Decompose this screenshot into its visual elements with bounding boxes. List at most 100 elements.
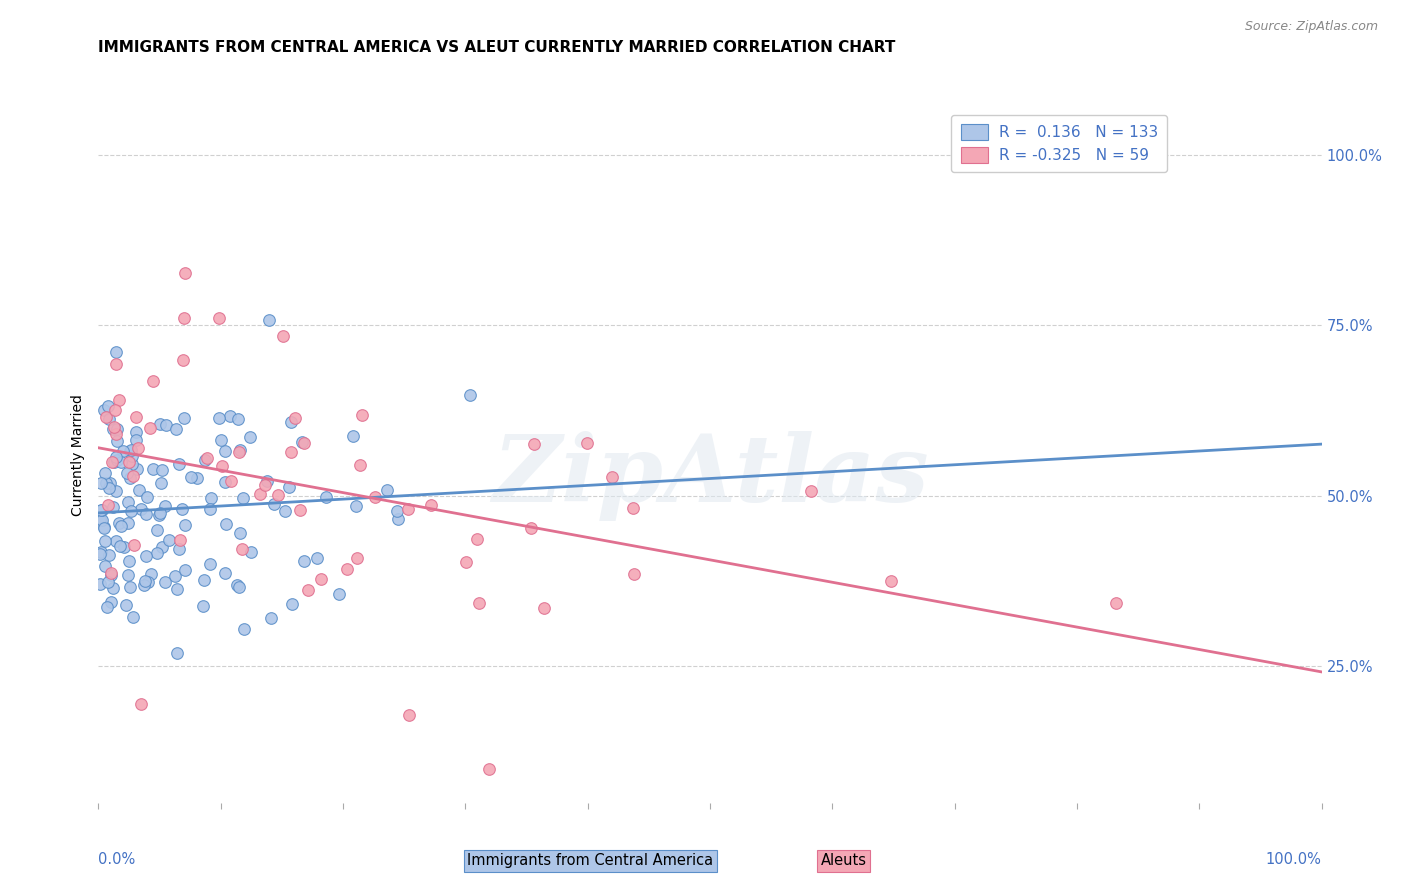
Point — [127, 462, 149, 476]
Point — [263, 497, 285, 511]
Point — [280, 415, 302, 429]
Point — [219, 409, 242, 424]
Point — [136, 574, 159, 589]
Point — [240, 545, 263, 559]
Point — [120, 504, 142, 518]
Point — [118, 454, 141, 468]
Point — [209, 434, 232, 448]
Point — [226, 578, 249, 592]
Point — [91, 513, 114, 527]
Point — [297, 583, 319, 598]
Point — [135, 549, 157, 564]
Point — [800, 483, 823, 498]
Point — [117, 494, 139, 508]
Point — [229, 442, 252, 457]
Point — [169, 457, 191, 471]
Legend: R =  0.136   N = 133, R = -0.325   N = 59: R = 0.136 N = 133, R = -0.325 N = 59 — [952, 115, 1167, 172]
Point — [132, 578, 155, 592]
Point — [305, 550, 328, 565]
Point — [173, 267, 195, 281]
Point — [142, 374, 165, 388]
Point — [150, 540, 173, 554]
Point — [387, 504, 409, 518]
Point — [229, 526, 252, 541]
Point — [149, 506, 172, 520]
Point — [112, 540, 135, 554]
Point — [108, 393, 131, 408]
Point — [98, 412, 121, 426]
Point — [259, 611, 281, 625]
Point — [292, 554, 315, 568]
Point — [465, 532, 488, 546]
Point — [129, 502, 152, 516]
Point — [104, 484, 127, 499]
Point — [166, 582, 188, 596]
Point — [149, 417, 172, 432]
Point — [623, 501, 645, 516]
Point — [174, 517, 197, 532]
Point — [104, 534, 127, 549]
Point — [111, 443, 134, 458]
Point — [211, 458, 233, 473]
Point — [232, 491, 254, 506]
Point — [291, 435, 314, 450]
Point — [193, 573, 215, 587]
Point — [267, 487, 290, 501]
Point — [125, 433, 148, 447]
Point — [139, 566, 162, 581]
Point — [104, 427, 127, 442]
Point — [129, 697, 152, 711]
Point — [231, 542, 253, 557]
Point — [101, 422, 124, 436]
Text: Source: ZipAtlas.com: Source: ZipAtlas.com — [1244, 20, 1378, 33]
Point — [93, 402, 115, 417]
Text: IMMIGRANTS FROM CENTRAL AMERICA VS ALEUT CURRENTLY MARRIED CORRELATION CHART: IMMIGRANTS FROM CENTRAL AMERICA VS ALEUT… — [98, 40, 896, 55]
Point — [105, 453, 128, 467]
Point — [214, 444, 236, 458]
Point — [315, 490, 337, 504]
Point — [166, 646, 188, 660]
Point — [249, 486, 271, 500]
Point — [134, 574, 156, 588]
Point — [523, 437, 546, 451]
Point — [103, 500, 125, 514]
Point — [281, 597, 304, 611]
Point — [173, 311, 195, 326]
Point — [121, 449, 143, 463]
Point — [208, 310, 231, 325]
Point — [89, 512, 111, 526]
Point — [94, 409, 117, 424]
Point — [336, 562, 359, 576]
Point — [194, 453, 217, 467]
Point — [364, 491, 387, 505]
Point — [195, 451, 218, 466]
Point — [91, 503, 114, 517]
Point — [121, 468, 143, 483]
Point — [89, 577, 111, 591]
Point — [90, 545, 112, 559]
Point — [104, 345, 127, 359]
Point — [214, 566, 236, 580]
Point — [170, 502, 193, 516]
Point — [150, 475, 173, 490]
Point — [145, 546, 167, 560]
Point — [90, 476, 112, 491]
Point — [89, 547, 111, 561]
Point — [115, 466, 138, 480]
Point — [101, 455, 124, 469]
Point — [328, 587, 350, 601]
Point — [273, 329, 295, 343]
Point — [219, 474, 242, 488]
Point — [128, 483, 150, 498]
Point — [105, 450, 128, 464]
Point — [118, 554, 141, 568]
Point — [533, 601, 555, 615]
Point — [103, 420, 125, 434]
Point — [169, 533, 191, 548]
Point — [114, 598, 136, 612]
Point — [346, 550, 368, 565]
Point — [148, 508, 170, 522]
Point — [375, 483, 398, 497]
Point — [94, 558, 117, 573]
Point — [214, 475, 236, 489]
